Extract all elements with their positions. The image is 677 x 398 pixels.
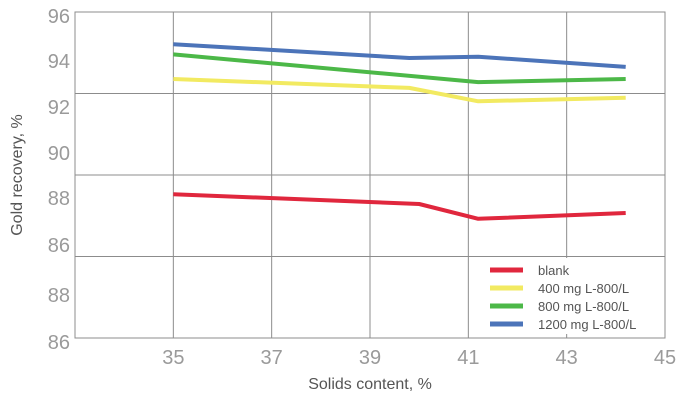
x-tick-label: 41	[457, 347, 479, 369]
x-tick-label: 45	[654, 347, 676, 369]
legend-entry: blank	[538, 263, 570, 278]
series-line-3	[173, 52, 626, 85]
y-tick-label: 96	[48, 6, 70, 28]
y-tick-label: 88	[48, 285, 70, 307]
legend-entry: 800 mg L-800/L	[538, 299, 629, 314]
y-axis-label: Gold recovery, %	[9, 114, 26, 236]
x-tick-label: 35	[162, 347, 184, 369]
legend-entry: 1200 mg L-800/L	[538, 317, 636, 332]
series-lines	[173, 42, 626, 221]
x-tick-label: 43	[556, 347, 578, 369]
y-tick-label: 92	[48, 97, 70, 119]
x-axis-label: Solids content, %	[308, 376, 432, 393]
series-line-4	[173, 42, 626, 69]
legend-entry: 400 mg L-800/L	[538, 281, 629, 296]
y-tick-label: 86	[48, 332, 70, 354]
y-tick-label: 86	[48, 235, 70, 257]
y-axis-ticks: 96 94 92 90 88 86 88 86	[48, 6, 70, 354]
plot-frame	[74, 11, 666, 339]
y-tick-label: 90	[48, 143, 70, 165]
y-tick-label: 88	[48, 188, 70, 210]
x-axis-ticks: 35 37 39 41 43 45	[162, 347, 676, 369]
series-line-2	[173, 77, 626, 104]
grid	[75, 12, 665, 338]
legend: blank 400 mg L-800/L 800 mg L-800/L 1200 mg…	[480, 258, 660, 334]
x-tick-label: 37	[261, 347, 283, 369]
x-tick-label: 39	[359, 347, 381, 369]
y-tick-label: 94	[48, 51, 70, 73]
series-line-1	[173, 192, 626, 221]
